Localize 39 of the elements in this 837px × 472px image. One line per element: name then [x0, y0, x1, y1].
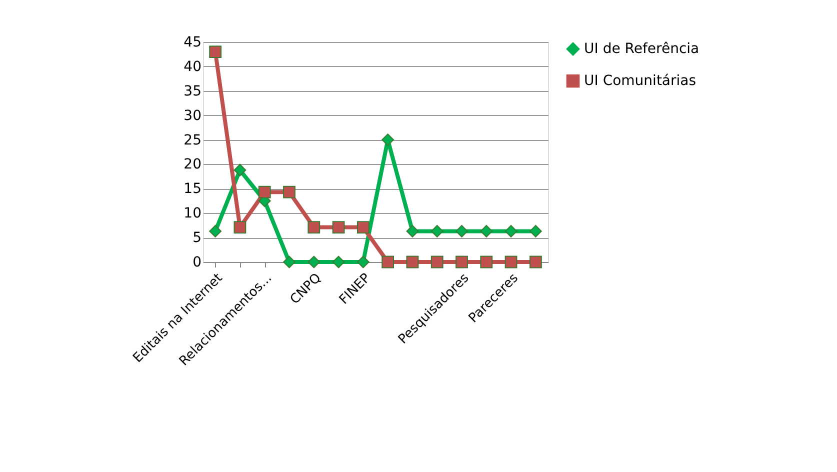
point — [430, 256, 444, 268]
y-tick-label: 40 — [184, 58, 202, 75]
point — [356, 221, 370, 234]
point — [356, 256, 370, 268]
point — [456, 225, 468, 238]
y-tick-label: 15 — [184, 181, 202, 198]
y-tick-label: 5 — [192, 230, 202, 246]
point — [406, 256, 419, 268]
point — [382, 256, 394, 268]
point — [332, 221, 345, 234]
point — [209, 225, 222, 238]
point — [209, 46, 222, 58]
point — [529, 256, 542, 268]
point — [456, 256, 468, 268]
y-tick-label: 0 — [192, 254, 202, 270]
point — [480, 225, 493, 238]
point — [529, 225, 542, 238]
point — [406, 225, 419, 238]
point — [332, 256, 345, 268]
point — [430, 225, 444, 238]
point — [234, 221, 246, 234]
point — [283, 256, 296, 268]
y-tick-label: 25 — [184, 132, 202, 148]
point — [504, 256, 518, 268]
y-tick-label: 20 — [184, 156, 202, 173]
point — [234, 164, 246, 176]
y-tick-label: 30 — [184, 108, 202, 124]
y-tick-label: 10 — [184, 206, 202, 222]
y-tick-label: 35 — [184, 83, 202, 100]
point — [480, 256, 493, 268]
point — [308, 256, 320, 268]
legend-label: UI de Referência — [584, 41, 700, 57]
point — [258, 186, 271, 198]
legend-label: UI Comunitárias — [584, 73, 696, 89]
point — [283, 186, 296, 198]
point — [504, 225, 518, 238]
y-tick-label: 45 — [184, 34, 202, 50]
point — [382, 134, 394, 146]
point — [308, 221, 320, 234]
